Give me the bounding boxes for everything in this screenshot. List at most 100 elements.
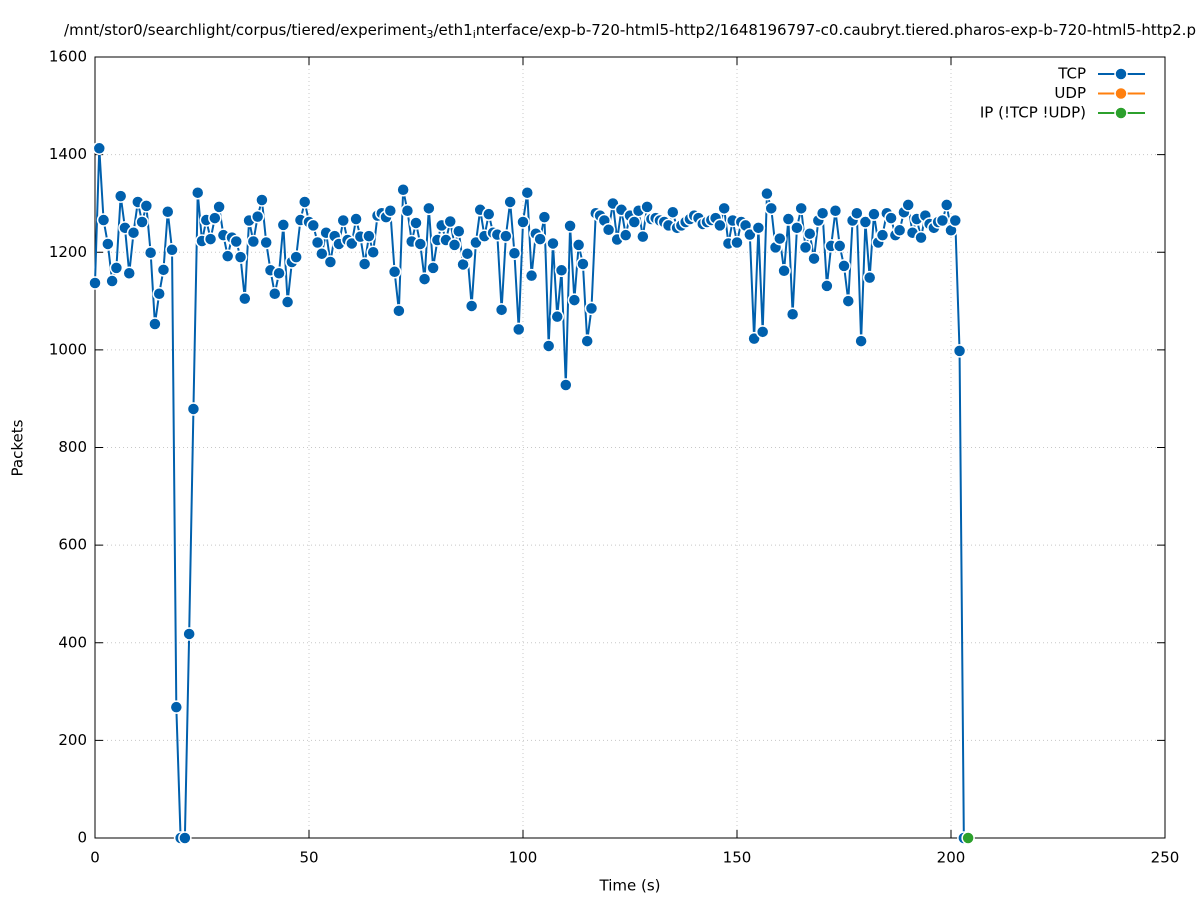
data-point [790,221,804,235]
data-point [238,291,252,306]
x-tick-label: 100 [509,849,538,867]
data-point [820,279,834,293]
data-point [255,193,269,207]
data-point [666,205,680,219]
data-point [315,246,329,261]
data-point [511,322,526,337]
data-point [567,293,582,307]
data-point [280,295,295,309]
data-point [289,250,303,264]
data-point [580,334,594,348]
data-point [233,250,248,264]
x-axis-label: Time (s) [599,877,661,895]
data-point [516,215,530,229]
data-point [357,257,372,271]
y-tick-label: 600 [58,536,87,554]
data-point [212,200,226,214]
data-point [422,201,436,216]
data-point [503,195,517,209]
data-point [850,206,864,220]
data-point [186,402,201,416]
data-point [426,261,440,275]
data-point [366,245,380,259]
data-point [400,204,415,218]
data-point [443,214,457,229]
title-part: nterface/exp-b-720-html5-http2/164819679… [476,21,1196,39]
title-part: /mnt/stor0/searchlight/corpus/tiered/exp… [64,21,427,39]
data-point [867,207,881,221]
data-point [392,304,406,318]
x-tick-label: 200 [937,849,966,867]
data-point [601,223,616,237]
data-point [713,218,727,233]
data-point [113,189,128,203]
title-part: 3 [426,28,433,41]
data-point [259,235,273,250]
data-point [250,209,265,224]
data-point [559,378,573,392]
data-point [156,263,171,277]
data-point [88,276,102,290]
y-tick-label: 200 [58,731,87,749]
data-point [268,286,282,301]
data-point [901,198,915,212]
chart-title: /mnt/stor0/searchlight/corpus/tiered/exp… [64,21,1196,42]
data-point [499,229,513,243]
data-point [161,204,175,219]
data-point [169,700,184,714]
data-point [417,272,432,286]
data-point [533,232,547,246]
data-point [524,268,539,283]
data-point [952,344,967,358]
data-point [203,232,218,246]
data-point [794,201,808,216]
data-point [362,229,376,243]
data-point [246,234,261,249]
plot-border [94,56,1166,839]
y-tick-label: 1600 [49,48,87,66]
data-point [306,218,321,233]
data-point [546,236,560,251]
data-point [105,274,119,288]
data-point [182,627,196,641]
legend-label: TCP [1057,65,1086,83]
data-point [139,199,154,213]
data-point [507,246,522,260]
data-point [464,299,479,313]
x-tick-label: 250 [1151,849,1180,867]
data-point [875,228,890,242]
data-point [717,201,731,216]
legend-marker [1114,86,1128,101]
data-point [636,229,650,244]
data-point [743,227,757,242]
data-point [773,231,787,246]
data-point [935,213,950,228]
data-point [618,228,633,242]
data-point [460,246,475,261]
data-point [841,294,856,308]
data-point [165,243,179,257]
y-tick-label: 1000 [49,340,87,358]
data-point [208,211,222,225]
data-point [640,200,654,214]
data-point [550,309,564,324]
data-point [939,198,954,212]
data-point [760,186,774,201]
data-point [858,215,873,229]
data-point [383,204,398,218]
legend-marker [1114,106,1128,120]
legend-marker [1114,67,1128,81]
data-point [961,831,975,845]
data-point [297,195,312,209]
data-point [755,325,770,339]
y-tick-label: 1400 [49,145,87,163]
data-point [892,223,907,238]
data-point [229,234,243,249]
data-point [126,225,141,240]
data-point [785,307,800,321]
data-point [178,831,192,845]
data-point [815,206,830,220]
data-point [152,286,166,301]
